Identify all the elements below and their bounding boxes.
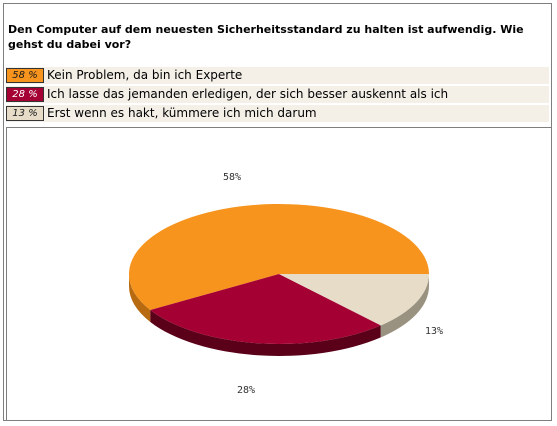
legend-percent-badge: 58 % xyxy=(6,68,44,83)
legend-label: Kein Problem, da bin ich Experte xyxy=(47,68,243,82)
legend-item-when-broken: 13 % Erst wenn es hakt, kümmere ich mich… xyxy=(6,105,549,122)
poll-frame xyxy=(3,3,552,421)
legend-item-delegate: 28 % Ich lasse das jemanden erledigen, d… xyxy=(6,86,549,103)
legend-label: Erst wenn es hakt, kümmere ich mich daru… xyxy=(47,106,317,120)
poll-question: Den Computer auf dem neuesten Sicherheit… xyxy=(8,23,524,51)
pie-slice-side xyxy=(150,309,381,356)
pie-slice xyxy=(150,274,381,344)
pie-slice-side xyxy=(380,274,430,338)
legend-percent-badge: 13 % xyxy=(6,106,44,121)
pie-data-label: 13% xyxy=(425,326,443,337)
pie-slice xyxy=(129,204,429,310)
legend-percent-badge: 28 % xyxy=(6,87,44,102)
pie-slices xyxy=(129,204,430,356)
pie-data-label: 58% xyxy=(223,172,241,183)
legend-label: Ich lasse das jemanden erledigen, der si… xyxy=(47,87,449,101)
legend: 58 % Kein Problem, da bin ich Experte 28… xyxy=(6,67,549,124)
pie-data-label: 28% xyxy=(237,385,255,396)
pie-slice xyxy=(279,274,430,326)
legend-item-expert: 58 % Kein Problem, da bin ich Experte xyxy=(6,67,549,84)
pie-slice-side xyxy=(129,274,151,322)
chart-area xyxy=(6,127,552,421)
